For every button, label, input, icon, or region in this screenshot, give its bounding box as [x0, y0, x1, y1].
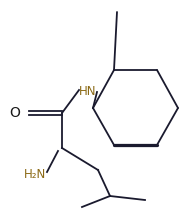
Text: O: O [10, 106, 20, 120]
Text: HN: HN [79, 85, 97, 98]
Text: H₂N: H₂N [24, 168, 46, 181]
